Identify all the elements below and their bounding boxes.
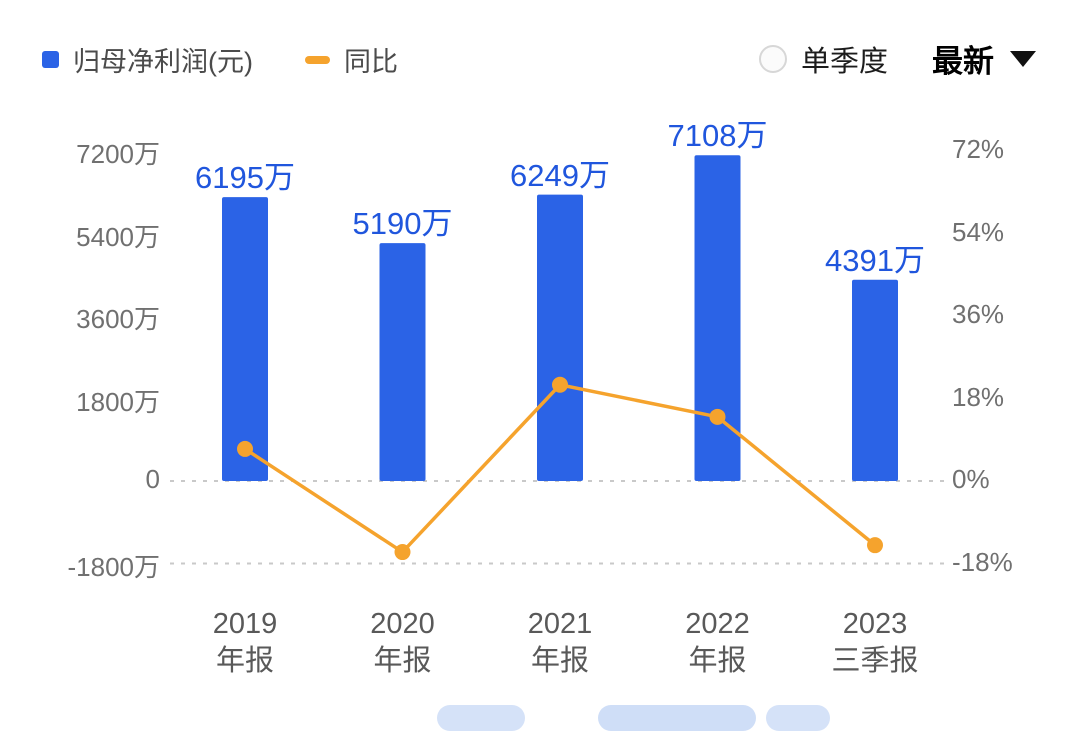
x-axis-label-line: 年报 <box>215 645 274 677</box>
caret-down-icon <box>1010 50 1036 67</box>
net-profit-swatch-icon <box>42 51 59 68</box>
x-axis-label: 2023 三季报 <box>785 606 965 680</box>
legend: 归母净利润(元) 同比 <box>42 40 398 79</box>
left-axis-tick: -1800万 <box>67 551 161 582</box>
bottom-pill[interactable] <box>598 705 756 731</box>
x-axis-label-line: 2019 <box>212 608 278 640</box>
legend-item-net-profit[interactable]: 归母净利润(元) <box>42 40 253 79</box>
radio-circle-icon[interactable] <box>758 44 787 73</box>
x-axis-label-line: 2022 <box>685 608 750 640</box>
left-axis-tick: 3600万 <box>76 304 160 334</box>
right-axis-tick: 54% <box>952 216 1005 247</box>
right-axis-tick: 0% <box>952 464 990 494</box>
left-axis-tick: 1800万 <box>76 386 160 417</box>
period-dropdown-label: 最新 <box>932 44 994 79</box>
right-axis-tick: -18% <box>952 546 1013 577</box>
bottom-pill[interactable] <box>766 705 830 731</box>
x-axis-label-line: 2021 <box>527 608 593 640</box>
legend-label-yoy: 同比 <box>343 47 398 77</box>
header-controls: 单季度 最新 <box>758 36 1036 81</box>
bar-value-label: 7108万 <box>667 118 768 154</box>
x-axis-label-line: 2023 <box>842 608 908 640</box>
bar-2019[interactable] <box>222 197 268 481</box>
legend-label-net-profit: 归母净利润(元) <box>73 47 253 77</box>
x-axis-label-line: 2020 <box>370 608 435 640</box>
left-axis-tick: 7200万 <box>76 139 160 169</box>
bar-value-label: 6195万 <box>195 160 295 196</box>
x-axis-label: 2019 年报 <box>155 606 335 680</box>
yoy-point-2019[interactable] <box>237 440 253 457</box>
bottom-pill[interactable] <box>437 705 525 731</box>
yoy-point-2021[interactable] <box>552 376 568 393</box>
x-axis-label-line: 三季报 <box>831 645 919 677</box>
right-axis-tick: 72% <box>952 134 1005 164</box>
yoy-point-2022[interactable] <box>709 408 726 425</box>
left-axis-tick: 5400万 <box>76 221 160 252</box>
legend-item-yoy[interactable]: 同比 <box>304 40 398 79</box>
x-axis-label: 2022 年报 <box>628 606 808 680</box>
x-axis-label-line: 年报 <box>373 645 432 677</box>
x-axis-label-line: 年报 <box>688 645 747 677</box>
yoy-point-2023[interactable] <box>867 537 883 554</box>
bar-2021[interactable] <box>537 194 583 481</box>
x-axis-label: 2020 年报 <box>313 606 493 680</box>
bar-2020[interactable] <box>379 243 426 481</box>
x-axis-label-line: 年报 <box>530 645 589 677</box>
bar-value-label: 4391万 <box>825 242 925 278</box>
bar-value-label: 5190万 <box>352 206 453 242</box>
right-axis-tick: 36% <box>952 299 1005 329</box>
bar-2022[interactable] <box>694 155 741 481</box>
x-axis-label: 2021 年报 <box>470 606 650 680</box>
yoy-swatch-icon <box>304 55 330 64</box>
yoy-point-2020[interactable] <box>394 544 411 561</box>
quarter-toggle[interactable]: 单季度 <box>758 38 888 80</box>
bar-value-label: 6249万 <box>510 157 610 193</box>
quarter-toggle-label: 单季度 <box>800 45 888 78</box>
right-axis-tick: 18% <box>952 381 1005 412</box>
period-dropdown[interactable]: 最新 <box>932 36 1036 81</box>
bar-2023[interactable] <box>852 279 898 481</box>
left-axis-tick: 0 <box>145 464 160 494</box>
